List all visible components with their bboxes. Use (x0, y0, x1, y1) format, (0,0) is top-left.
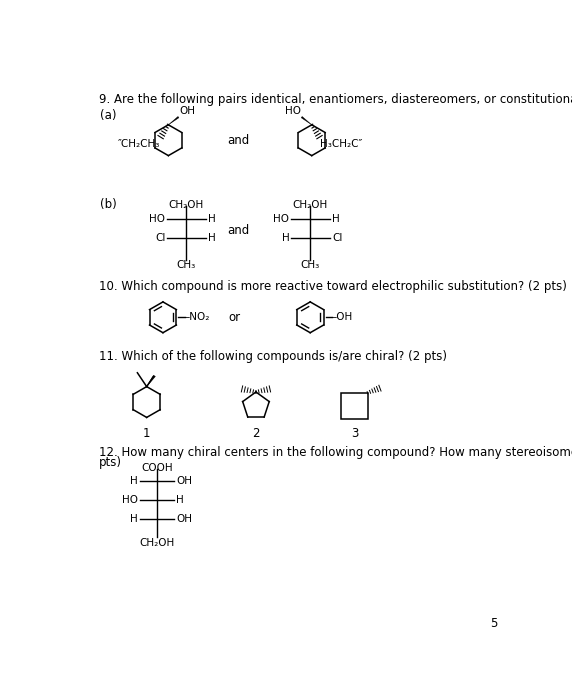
Bar (341, 393, 368, 419)
Text: HO: HO (285, 106, 301, 116)
Text: Cl: Cl (155, 233, 165, 243)
Text: 3: 3 (351, 427, 358, 440)
Text: –OH: –OH (332, 312, 353, 322)
Text: H: H (281, 233, 289, 243)
Text: –NO₂: –NO₂ (185, 312, 210, 322)
Polygon shape (301, 116, 312, 125)
Text: HO: HO (122, 495, 138, 505)
Text: Cl: Cl (332, 233, 342, 243)
Text: 1: 1 (143, 427, 150, 440)
Polygon shape (146, 375, 156, 386)
Text: pts): pts) (98, 456, 122, 469)
Text: HO: HO (149, 214, 165, 224)
Text: 2: 2 (252, 427, 260, 440)
Text: OH: OH (176, 514, 192, 524)
Text: 5: 5 (490, 617, 498, 630)
Text: (b): (b) (100, 198, 117, 211)
Text: 12. How many chiral centers in the following compound? How many stereoisomers ar: 12. How many chiral centers in the follo… (98, 446, 572, 459)
Text: 10. Which compound is more reactive toward electrophilic substitution? (2 pts): 10. Which compound is more reactive towa… (98, 280, 566, 293)
Text: (a): (a) (100, 109, 117, 122)
Polygon shape (168, 116, 179, 125)
Text: COOH: COOH (141, 463, 173, 473)
Text: H₃CH₂C″: H₃CH₂C″ (320, 139, 363, 148)
Text: 9. Are the following pairs identical, enantiomers, diastereomers, or constitutio: 9. Are the following pairs identical, en… (98, 93, 572, 106)
Text: OH: OH (179, 106, 195, 116)
Text: H: H (208, 233, 216, 243)
Text: 11. Which of the following compounds is/are chiral? (2 pts): 11. Which of the following compounds is/… (98, 349, 447, 363)
Text: ″CH₂CH₃: ″CH₂CH₃ (117, 139, 160, 148)
Text: H: H (130, 514, 138, 524)
Text: CH₂OH: CH₂OH (139, 538, 174, 548)
Text: CH₃: CH₃ (300, 260, 320, 270)
Text: and: and (227, 224, 249, 237)
Text: OH: OH (176, 475, 192, 486)
Text: CH₃: CH₃ (177, 260, 196, 270)
Text: H: H (130, 475, 138, 486)
Text: H: H (176, 495, 184, 505)
Text: CH₂OH: CH₂OH (169, 199, 204, 209)
Text: H: H (208, 214, 216, 224)
Text: CH₂OH: CH₂OH (292, 199, 328, 209)
Text: and: and (227, 134, 249, 147)
Text: or: or (228, 311, 240, 324)
Text: HO: HO (273, 214, 289, 224)
Text: H: H (332, 214, 340, 224)
